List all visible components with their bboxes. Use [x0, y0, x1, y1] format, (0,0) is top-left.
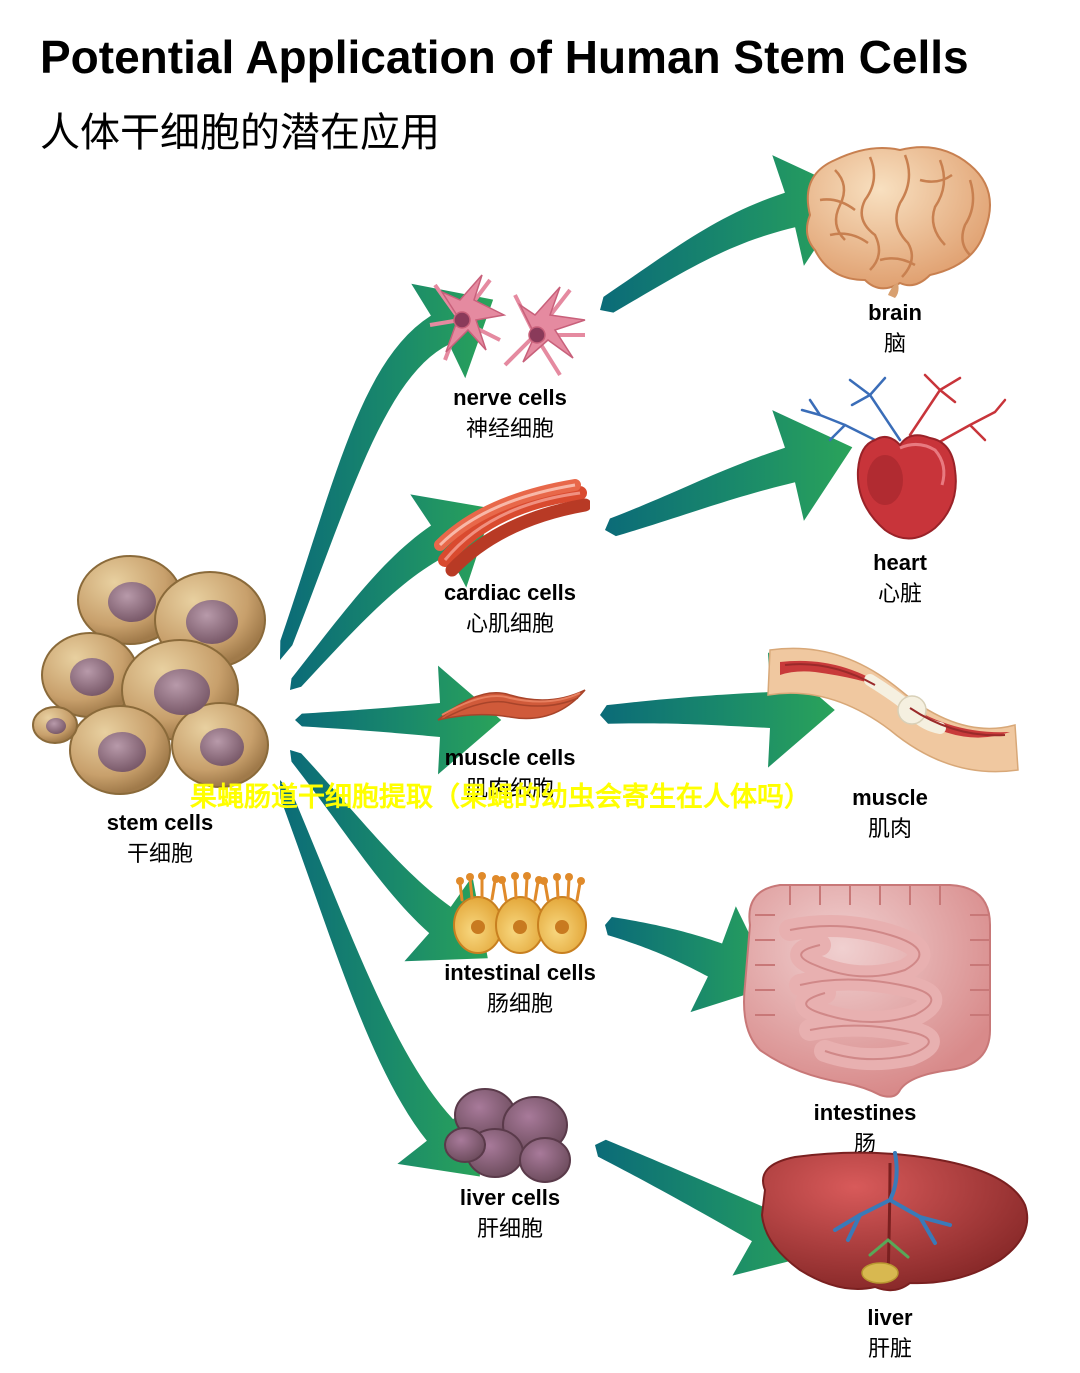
nerve-cells-label-zh: 神经细胞	[466, 411, 554, 443]
cardiac-cells-icon	[430, 475, 590, 580]
liver-cells-label-zh: 肝细胞	[477, 1211, 543, 1243]
brain-label-en: brain	[868, 300, 922, 326]
node-liver-cells: liver cells 肝细胞	[420, 1075, 600, 1243]
muscle-label-zh: 肌肉	[868, 811, 912, 843]
muscle-icon	[760, 630, 1020, 785]
muscle-cells-icon	[430, 665, 590, 745]
node-stem-cells: stem cells 干细胞	[20, 540, 300, 868]
intestinal-cells-label-en: intestinal cells	[444, 960, 596, 986]
node-nerve-cells: nerve cells 神经细胞	[420, 265, 600, 443]
node-heart: heart 心脏	[790, 370, 1010, 608]
cardiac-cells-label-en: cardiac cells	[444, 580, 576, 606]
nerve-cells-label-en: nerve cells	[453, 385, 567, 411]
liver-label-zh: 肝脏	[868, 1331, 912, 1363]
heart-label-zh: 心脏	[878, 576, 922, 608]
node-liver: liver 肝脏	[740, 1145, 1040, 1363]
cardiac-cells-label-zh: 心肌细胞	[466, 606, 554, 638]
intestines-icon	[700, 865, 1030, 1100]
brain-label-zh: 脑	[884, 326, 906, 358]
liver-icon	[740, 1145, 1040, 1305]
brain-icon	[780, 135, 1010, 300]
liver-cells-label-en: liver cells	[460, 1185, 560, 1211]
stem-cells-icon	[20, 540, 300, 810]
heart-label-en: heart	[873, 550, 927, 576]
node-intestines: intestines 肠	[700, 865, 1030, 1158]
stem-cells-label-zh: 干细胞	[127, 836, 193, 868]
overlay-watermark: 果蝇肠道干细胞提取（果蝇的幼虫会寄生在人体吗）	[190, 775, 811, 814]
node-cardiac-cells: cardiac cells 心肌细胞	[420, 475, 600, 638]
muscle-label-en: muscle	[852, 785, 928, 811]
nerve-cells-icon	[420, 265, 600, 385]
node-brain: brain 脑	[780, 135, 1010, 358]
intestinal-cells-label-zh: 肠细胞	[487, 986, 553, 1018]
intestines-label-en: intestines	[814, 1100, 917, 1126]
intestinal-cells-icon	[440, 865, 600, 960]
muscle-cells-label-en: muscle cells	[445, 745, 576, 771]
node-intestinal-cells: intestinal cells 肠细胞	[430, 865, 610, 1018]
heart-icon	[790, 370, 1010, 550]
liver-label-en: liver	[867, 1305, 912, 1331]
liver-cells-icon	[430, 1075, 590, 1185]
